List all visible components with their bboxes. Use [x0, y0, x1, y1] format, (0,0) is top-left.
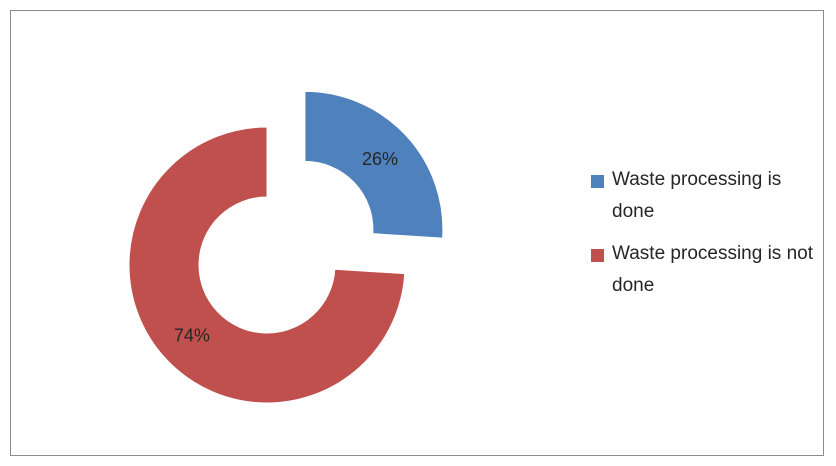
slice-not-done: [128, 126, 406, 404]
legend-label-done: Waste processing is done: [612, 169, 782, 222]
slice-done: [304, 90, 444, 239]
data-label-done: 26%: [362, 149, 398, 169]
legend-item-done: Waste processing is done: [588, 164, 828, 228]
legend-swatch-done: [591, 175, 604, 188]
legend: Waste processing is done Waste processin…: [588, 164, 828, 312]
legend-swatch-not-done: [591, 249, 604, 262]
legend-item-not-done: Waste processing is not done: [588, 238, 828, 302]
legend-label-not-done: Waste processing is not done: [612, 243, 813, 296]
data-label-not-done: 74%: [174, 326, 210, 346]
